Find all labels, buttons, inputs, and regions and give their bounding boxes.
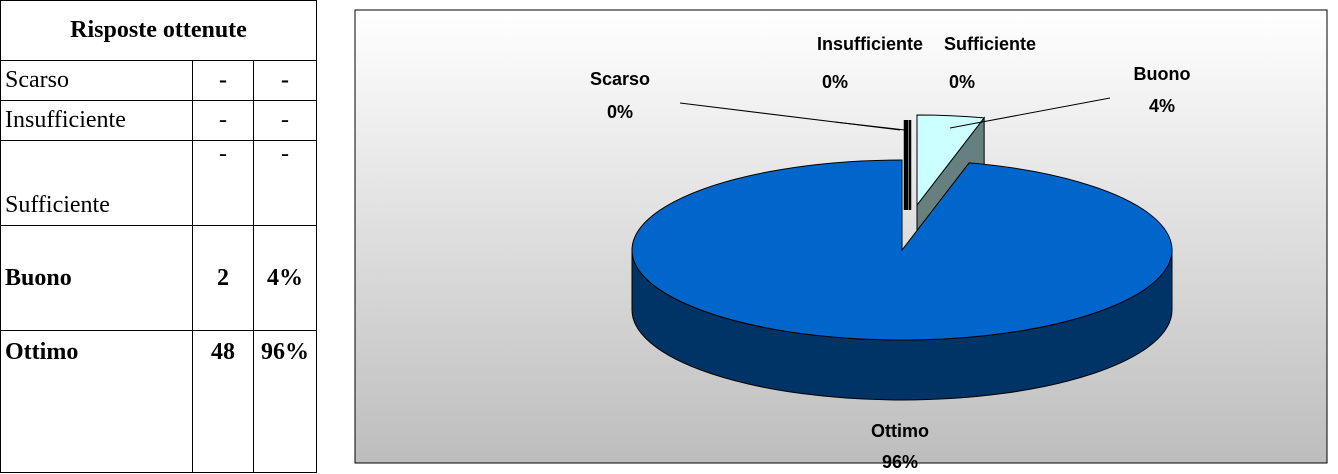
cell: - [253,140,317,226]
cell: Insufficiente [0,100,193,141]
cell: 96% [253,330,317,473]
cell: 2 [192,225,254,331]
cell: Scarso [0,60,193,101]
cell: - [192,140,254,226]
cell: Buono [0,225,193,331]
value-label: 0% [607,102,633,122]
plot: Scarso 0% Insufficiente 0% Sufficiente 0% Buon… [590,34,1191,472]
slice [916,114,986,207]
leader-line [949,97,1111,129]
slice-label: Insufficiente [817,34,923,54]
slice [631,159,1173,341]
slice-label: Buono [1134,64,1191,84]
cell: - [253,100,317,141]
cell: 4% [253,225,317,331]
leader-line [834,121,906,131]
table-title: Risposte ottenute [0,0,317,61]
slice-label: Scarso [590,69,650,89]
response-table: Risposte ottenute Scarso - - Insufficien… [0,0,317,473]
slice-label: Ottimo [871,421,929,441]
value-label: 0% [822,72,848,92]
value-label: 0% [949,72,975,92]
slice-label: Sufficiente [944,34,1036,54]
cell: Sufficiente [0,140,193,226]
value-label: 96% [882,452,918,472]
cell: 48 [192,330,254,473]
cell: Ottimo [0,330,193,473]
value-label: 4% [1149,96,1175,116]
